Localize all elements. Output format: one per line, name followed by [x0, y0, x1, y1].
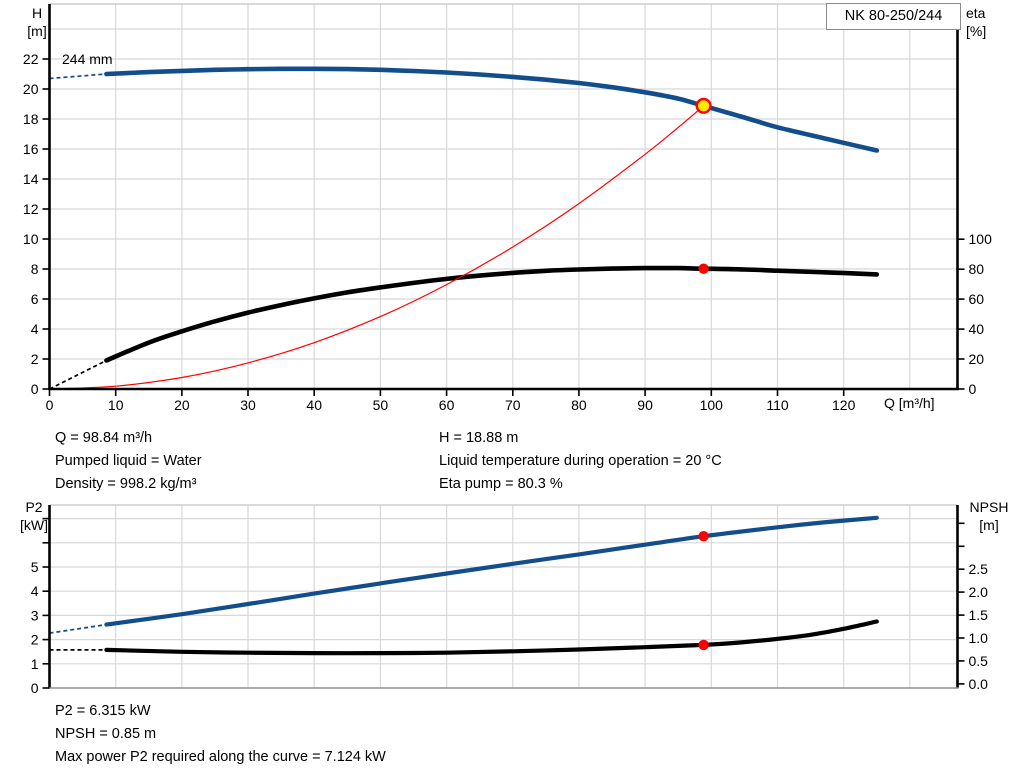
head-curve-244mm-path [104, 66, 880, 153]
y-left-tick-label: 18 [23, 111, 39, 127]
x-tick-label: 60 [439, 397, 455, 413]
eta-axis-title: eta [%] [966, 4, 1016, 40]
info-pumped-liquid: Pumped liquid = Water [55, 453, 202, 469]
efficiency-curve-dashed-lead [49, 359, 107, 390]
y-right-tick-label: 0.5 [969, 653, 989, 669]
x-tick-label: 90 [637, 397, 653, 413]
npsh-curve-path [104, 619, 879, 656]
efficiency-curve-path [104, 265, 880, 363]
x-tick-label: 50 [373, 397, 389, 413]
power-npsh-chart-axes: 0 1 2 3 4 5 0.0 0.5 1.0 1.5 2.0 2.5 [31, 505, 988, 696]
eta-axis-title-line2: [%] [966, 23, 987, 39]
duty-point-power[interactable] [698, 531, 709, 542]
x-tick-label: 120 [832, 397, 856, 413]
y-left-tick-label: 5 [31, 559, 39, 575]
duty-point-efficiency[interactable] [698, 263, 709, 274]
p2-axis-title: P2 [kW] [16, 498, 52, 534]
system-curve [48, 105, 705, 390]
y-right-tick-label: 2.5 [969, 561, 989, 577]
npsh-axis-title-line1: NPSH [969, 499, 1009, 515]
impeller-diameter-label: 244 mm [62, 51, 113, 67]
y-left-tick-label: 2 [31, 351, 39, 367]
result-p2: P2 = 6.315 kW [55, 703, 151, 719]
head-curve-244mm-dashed-lead [49, 73, 107, 80]
h-axis-title-line1: H [31, 5, 43, 21]
y-left-tick-label: 12 [23, 201, 39, 217]
info-head: H = 18.88 m [439, 430, 519, 446]
power-p2-curve [49, 515, 879, 634]
q-axis-title: Q [m³/h] [884, 395, 935, 411]
info-eta-pump: Eta pump = 80.3 % [439, 476, 563, 492]
y-left-tick-label: 2 [31, 632, 39, 648]
y-right-tick-label: 100 [969, 231, 993, 247]
y-right-tick-label: 40 [969, 321, 985, 337]
p2-axis-title-line2: [kW] [20, 517, 48, 533]
system-curve-path [48, 105, 705, 390]
power-p2-curve-dashed-lead [49, 623, 107, 634]
head-efficiency-chart-grid [49, 3, 958, 389]
result-npsh: NPSH = 0.85 m [55, 726, 157, 742]
y-left-tick-label: 1 [31, 656, 39, 672]
npsh-curve [49, 619, 879, 656]
h-axis-title-line2: [m] [27, 23, 47, 39]
y-right-tick-label: 60 [969, 291, 985, 307]
npsh-axis-title: NPSH [m] [962, 498, 1016, 534]
duty-point-head[interactable] [695, 97, 712, 114]
result-max-power: Max power P2 required along the curve = … [55, 749, 386, 765]
x-tick-label: 100 [700, 397, 724, 413]
power-p2-curve-path [104, 515, 879, 627]
p2-axis-title-line1: P2 [25, 499, 43, 515]
y-left-tick-label: 20 [23, 81, 39, 97]
info-flow: Q = 98.84 m³/h [55, 430, 153, 446]
x-tick-label: 110 [766, 397, 789, 413]
y-left-tick-label: 4 [31, 321, 39, 337]
duty-point-npsh[interactable] [698, 639, 709, 651]
x-tick-label: 30 [240, 397, 256, 413]
y-right-tick-label: 20 [969, 351, 985, 367]
y-right-tick-label: 1.0 [969, 630, 989, 646]
head-curve-244mm [49, 66, 880, 153]
y-left-tick-label: 22 [23, 51, 39, 67]
y-right-tick-label: 0 [969, 381, 977, 397]
x-tick-label: 0 [46, 397, 54, 413]
y-left-tick-label: 16 [23, 141, 39, 157]
y-right-tick-label: 1.5 [969, 607, 989, 623]
x-tick-label: 70 [505, 397, 521, 413]
h-axis-title: H [m] [22, 4, 52, 40]
power-npsh-chart: 0 1 2 3 4 5 0.0 0.5 1.0 1.5 2.0 2.5 [31, 504, 988, 696]
head-efficiency-chart: 0 2 4 6 8 10 12 14 16 18 20 22 0 20 40 60 80 100 0 10 20 30 40… [23, 3, 992, 413]
y-right-tick-label: 2.0 [969, 584, 989, 600]
y-left-tick-label: 10 [23, 231, 39, 247]
y-right-tick-label: 80 [969, 261, 985, 277]
head-efficiency-chart-axes: 0 2 4 6 8 10 12 14 16 18 20 22 0 20 40 60 80 100 0 10 20 30 40… [23, 4, 992, 413]
x-tick-label: 80 [571, 397, 587, 413]
y-left-tick-label: 0 [31, 680, 39, 696]
y-left-tick-label: 8 [31, 261, 39, 277]
pump-model-box: NK 80-250/244 [826, 3, 961, 30]
y-right-tick-label: 0.0 [969, 676, 989, 692]
y-left-tick-label: 4 [31, 583, 39, 599]
x-tick-label: 40 [306, 397, 322, 413]
info-density: Density = 998.2 kg/m³ [55, 476, 197, 492]
npsh-axis-title-line2: [m] [979, 517, 999, 533]
x-tick-label: 10 [108, 397, 124, 413]
info-liquid-temperature: Liquid temperature during operation = 20… [439, 453, 722, 469]
efficiency-curve [49, 265, 880, 390]
y-left-tick-label: 3 [31, 607, 39, 623]
y-left-tick-label: 14 [23, 171, 39, 187]
x-tick-label: 20 [174, 397, 190, 413]
eta-axis-title-line1: eta [966, 5, 986, 21]
y-left-tick-label: 0 [31, 381, 39, 397]
y-left-tick-label: 6 [31, 291, 39, 307]
power-npsh-chart-grid [49, 504, 958, 688]
